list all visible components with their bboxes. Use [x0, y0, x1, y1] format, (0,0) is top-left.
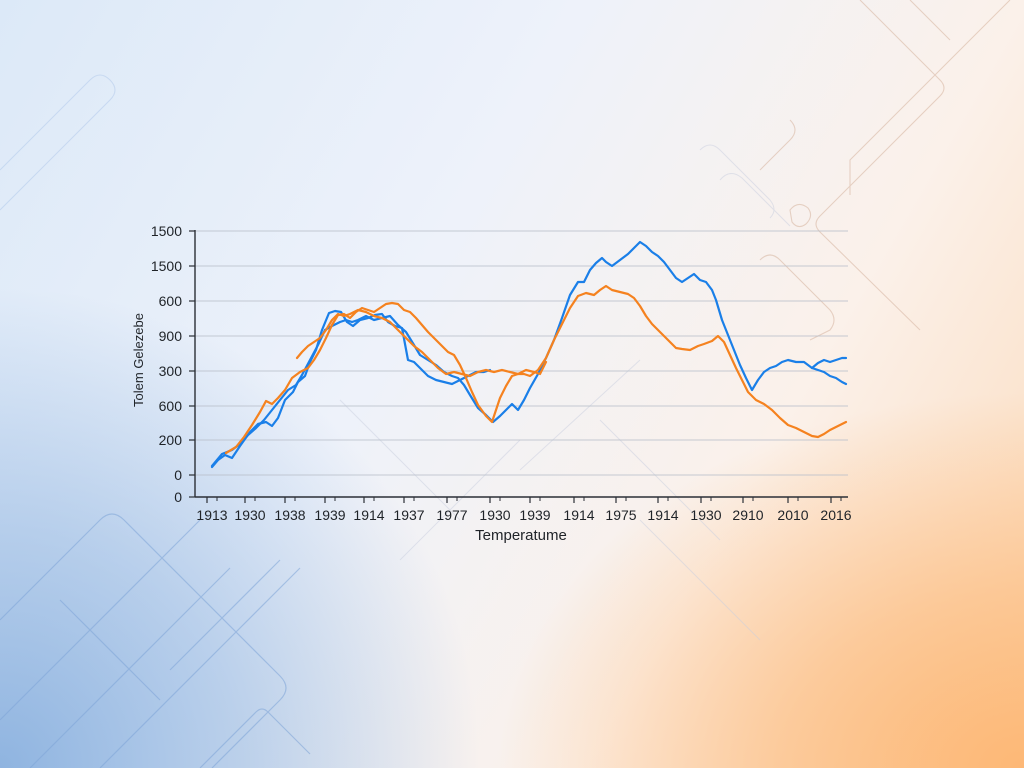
y-tick-label: 1500 [151, 258, 182, 274]
x-tick-label: 1939 [519, 507, 550, 523]
y-axis-title: Tolem Gelezebe [131, 313, 146, 407]
x-tick-label: 1930 [479, 507, 510, 523]
series-line [295, 308, 548, 378]
series-line [224, 284, 848, 455]
y-tick-label: 0 [174, 489, 182, 505]
y-tick-label: 1500 [151, 223, 182, 239]
data-series [210, 240, 848, 469]
y-tick-label: 200 [159, 432, 183, 448]
x-tick-label: 1914 [563, 507, 594, 523]
x-tick-label: 2910 [732, 507, 763, 523]
x-tick-label: 2010 [777, 507, 808, 523]
gridlines [195, 230, 848, 476]
x-tick-label: 1975 [605, 507, 636, 523]
x-tick-label: 1939 [314, 507, 345, 523]
x-tick-label: 1977 [436, 507, 467, 523]
x-tick-label: 1913 [196, 507, 227, 523]
axes [194, 230, 848, 498]
y-tick-label: 0 [174, 467, 182, 483]
y-axis-ticks: 1500 1500 600 900 300 600 200 0 0 [151, 223, 195, 505]
x-axis-ticks: 1913 1930 1938 1939 1914 1937 1977 1930 1939 1914… [196, 497, 852, 523]
x-tick-label: 1937 [393, 507, 424, 523]
y-tick-label: 300 [159, 363, 183, 379]
x-tick-label: 1938 [274, 507, 305, 523]
x-tick-label: 1914 [647, 507, 678, 523]
series-line [210, 309, 492, 469]
y-tick-label: 900 [159, 328, 183, 344]
series-line [810, 356, 848, 370]
y-tick-label: 600 [159, 293, 183, 309]
x-tick-label: 2016 [820, 507, 851, 523]
x-tick-label: 1930 [690, 507, 721, 523]
y-tick-label: 600 [159, 398, 183, 414]
x-tick-label: 1930 [234, 507, 265, 523]
x-axis-title: Temperatume [475, 527, 567, 544]
x-tick-label: 1914 [353, 507, 384, 523]
series-line [210, 240, 848, 468]
